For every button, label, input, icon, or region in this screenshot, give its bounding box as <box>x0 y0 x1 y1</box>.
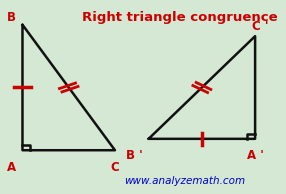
Text: A ': A ' <box>247 149 264 162</box>
Text: C: C <box>111 161 119 174</box>
Text: B ': B ' <box>126 149 143 162</box>
Text: A: A <box>7 161 16 174</box>
Text: B: B <box>7 11 16 24</box>
Text: C ': C ' <box>253 20 269 33</box>
Text: Right triangle congruence: Right triangle congruence <box>82 11 277 24</box>
Text: www.analyzemath.com: www.analyzemath.com <box>124 176 246 186</box>
